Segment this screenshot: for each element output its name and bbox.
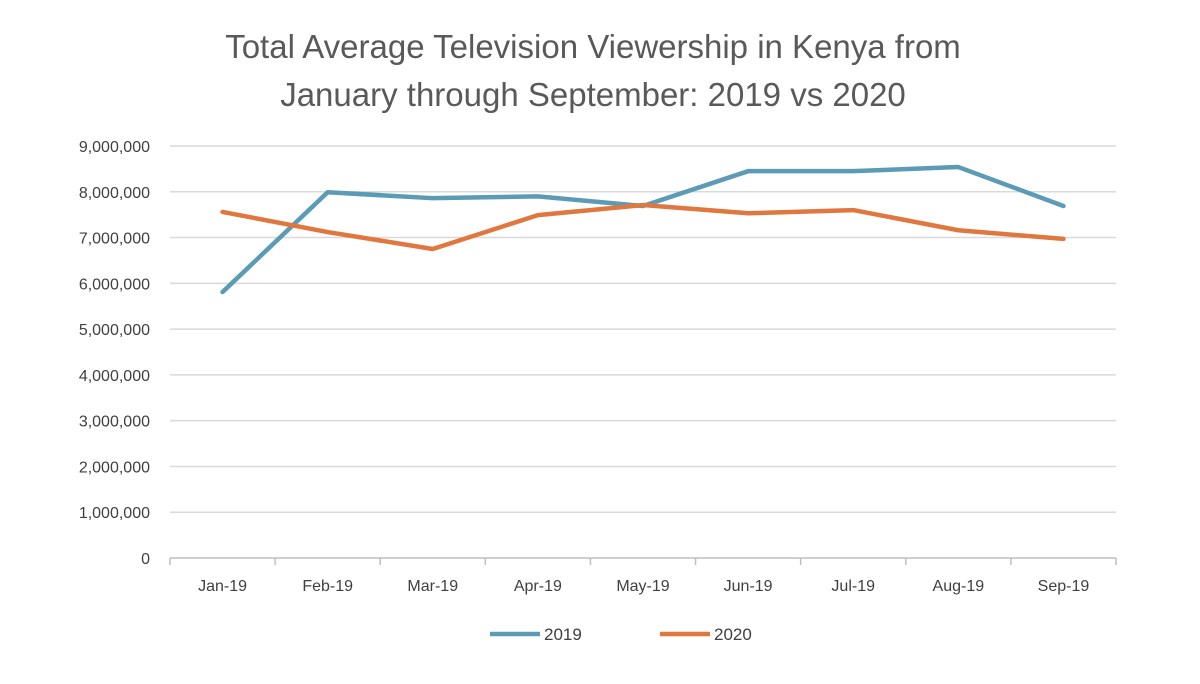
y-tick-label: 3,000,000: [79, 414, 150, 431]
x-tick-label: Feb-19: [302, 578, 353, 595]
series-line-2020: [220, 202, 1066, 252]
y-tick-label: 0: [141, 551, 150, 568]
y-tick-label: 2,000,000: [79, 459, 150, 476]
legend-label-2019: 2019: [544, 625, 582, 644]
x-tick-label: Sep-19: [1038, 578, 1090, 595]
series-line-2019: [220, 164, 1066, 295]
y-tick-label: 9,000,000: [79, 139, 150, 156]
y-tick-label: 6,000,000: [79, 276, 150, 293]
legend-label-2020: 2020: [714, 625, 752, 644]
x-tick-label: Mar-19: [407, 578, 458, 595]
x-tick-label: Jul-19: [831, 578, 875, 595]
x-tick-label: Apr-19: [514, 578, 562, 595]
y-tick-label: 5,000,000: [79, 322, 150, 339]
y-tick-label: 1,000,000: [79, 505, 150, 522]
x-tick-label: Jan-19: [198, 578, 247, 595]
x-tick-label: Aug-19: [933, 578, 985, 595]
chart-title-line-2: January through September: 2019 vs 2020: [280, 76, 906, 113]
x-tick-label: Jun-19: [724, 578, 773, 595]
x-tick-label: May-19: [616, 578, 669, 595]
y-tick-label: 7,000,000: [79, 231, 150, 248]
y-tick-label: 4,000,000: [79, 368, 150, 385]
y-tick-label: 8,000,000: [79, 185, 150, 202]
chart-title-line-1: Total Average Television Viewership in K…: [225, 28, 961, 65]
